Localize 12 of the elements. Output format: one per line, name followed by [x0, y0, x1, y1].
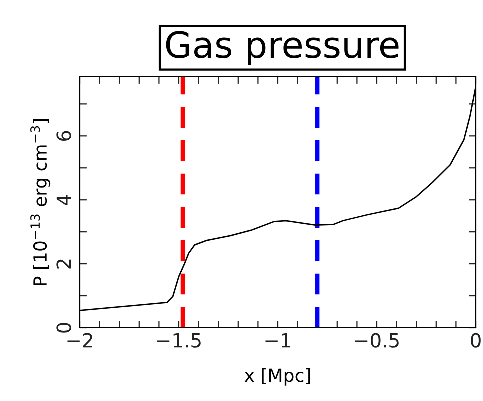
x-tick-label: −0.5 — [355, 333, 399, 348]
x-axis-title: x [Mpc] — [244, 368, 310, 386]
x-tick-label: −2 — [68, 333, 92, 348]
y-tick-label: 4 — [56, 195, 72, 206]
x-tick-label: 0 — [471, 333, 481, 348]
x-tick-label: −1 — [266, 333, 291, 348]
y-tick-label: 0 — [56, 323, 72, 333]
x-tick-label: −1.5 — [157, 333, 201, 348]
y-tick-label: 6 — [56, 131, 72, 141]
chart-title: Gas pressure — [166, 31, 399, 66]
y-axis-title: P [10$^{−13}$ erg cm$^{−3}$] — [30, 119, 51, 286]
y-tick-label: 2 — [56, 260, 72, 269]
